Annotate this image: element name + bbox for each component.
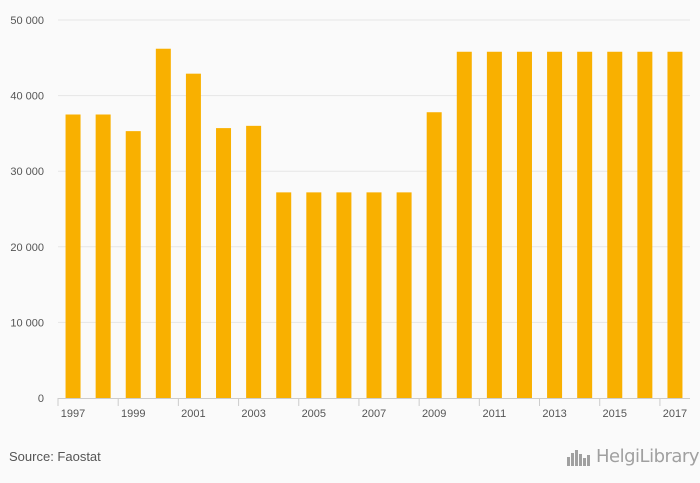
bar-2003 xyxy=(246,125,262,398)
y-tick-label: 40 000 xyxy=(10,91,44,103)
x-tick-label: 1999 xyxy=(121,408,145,420)
y-tick-label: 20 000 xyxy=(10,242,44,254)
x-tick-label: 2011 xyxy=(483,408,507,420)
bar-chart: 0 10 000 20 000 30 000 40 000 50 000 1997 1999… xyxy=(10,15,690,420)
bar-2001 xyxy=(185,73,201,399)
y-tick-label: 30 000 xyxy=(10,166,44,178)
bar-2004 xyxy=(276,192,292,398)
x-tick-label: 2003 xyxy=(241,408,265,420)
y-tick-label: 10 000 xyxy=(10,317,44,329)
x-tick-label: 2015 xyxy=(603,408,627,420)
bar-2015 xyxy=(607,51,623,398)
logo-text: HelgiLibrary xyxy=(596,446,699,467)
x-axis: 1997 1999 2001 2003 2005 2007 2009 2011 2013 2015… xyxy=(57,398,690,420)
bar-2007 xyxy=(366,192,382,398)
bar-2000 xyxy=(155,48,171,399)
bar-2005 xyxy=(306,192,322,398)
y-tick-label: 0 xyxy=(38,393,44,405)
bar-2016 xyxy=(637,51,653,398)
bar-1998 xyxy=(95,114,111,398)
y-tick-label: 50 000 xyxy=(10,15,44,27)
bar-2011 xyxy=(486,51,502,398)
x-tick-label: 2007 xyxy=(362,408,386,420)
bar-2017 xyxy=(667,51,683,398)
bar-2006 xyxy=(336,192,352,398)
source-note: Source: Faostat xyxy=(9,449,101,464)
x-tick-label: 2009 xyxy=(422,408,446,420)
bars xyxy=(65,48,683,399)
x-tick-label: 2005 xyxy=(302,408,326,420)
bar-1997 xyxy=(65,114,81,398)
helgi-library-logo: HelgiLibrary xyxy=(566,446,699,467)
bar-2010 xyxy=(456,51,472,398)
bar-2008 xyxy=(396,192,412,398)
bar-2002 xyxy=(216,128,232,398)
bar-2012 xyxy=(516,51,532,398)
x-tick-label: 2017 xyxy=(663,408,687,420)
y-axis-ticks: 0 10 000 20 000 30 000 40 000 50 000 xyxy=(10,15,44,405)
bar-2009 xyxy=(426,112,442,399)
bar-chart-city-icon xyxy=(567,449,590,466)
bar-2013 xyxy=(547,51,563,398)
bar-2014 xyxy=(577,51,593,398)
x-tick-label: 2001 xyxy=(181,408,205,420)
x-tick-label: 2013 xyxy=(542,408,566,420)
bar-1999 xyxy=(125,131,141,398)
x-tick-label: 1997 xyxy=(61,408,85,420)
